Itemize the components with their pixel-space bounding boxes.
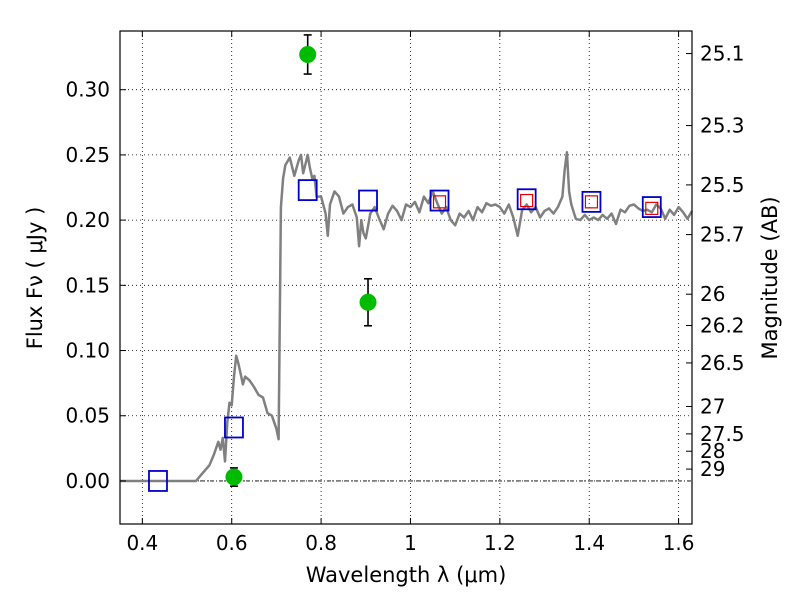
model-flux-square	[297, 179, 318, 202]
x-tick-label: 1.6	[663, 531, 695, 555]
observed-flux-point	[225, 468, 243, 486]
x-tick-label: 0.8	[305, 531, 337, 555]
y2-tick-label: 28	[700, 439, 725, 463]
model-flux-square	[581, 190, 602, 213]
y2-tick-label: 26	[700, 282, 725, 306]
y2-tick-label: 25.3	[700, 114, 745, 138]
y2-tick-label: 26.2	[700, 313, 745, 337]
y-axis-label: Flux Fν ( μJy )	[23, 207, 47, 350]
model-flux-square	[429, 189, 450, 212]
alt-model-flux-square	[645, 201, 659, 215]
observed-flux-point	[359, 293, 377, 311]
axes-frame	[119, 30, 693, 525]
y-tick-label: 0.20	[65, 208, 110, 232]
grid-lines	[120, 31, 692, 524]
x-axis-label: Wavelength λ (μm)	[306, 563, 507, 587]
x-tick-label: 1.4	[573, 531, 605, 555]
alt-model-flux-square	[520, 193, 534, 208]
model-flux-square	[358, 189, 378, 212]
y2-tick-label: 25.7	[700, 223, 745, 247]
model-flux-square	[224, 416, 244, 439]
y-tick-label: 0.30	[65, 78, 110, 102]
x-tick-label: 0.4	[126, 531, 158, 555]
y-tick-label: 0.00	[65, 469, 110, 493]
x-tick-label: 1.2	[484, 531, 516, 555]
y2-tick-label: 27.5	[700, 422, 745, 446]
alt-model-flux-square	[432, 195, 447, 209]
axis-ticks: 0.4 0.6 0.8 1 1.2 1.4 1.6 0.00 0.05 0.10 0.15 0.20 0…	[65, 31, 745, 555]
y-tick-label: 0.15	[65, 273, 110, 297]
x-tick-label: 1	[404, 531, 417, 555]
y2-tick-label: 26.5	[700, 351, 745, 375]
y2-tick-label: 25.5	[700, 173, 745, 197]
x-tick-label: 0.6	[216, 531, 248, 555]
y2-tick-label: 25.1	[700, 42, 745, 66]
y-tick-label: 0.25	[65, 143, 110, 167]
y-tick-label: 0.10	[65, 339, 110, 363]
alt-model-flux-square	[584, 195, 599, 209]
y2-tick-label: 27	[700, 394, 725, 418]
y-tick-label: 0.05	[65, 404, 110, 428]
model-flux-square	[641, 196, 662, 218]
y2-axis-label: Magnitude (AB)	[758, 196, 782, 359]
plot-area	[120, 34, 694, 492]
y2-tick-label: 29	[700, 457, 725, 481]
observed-flux-point	[299, 45, 317, 63]
model-flux-square	[148, 470, 168, 492]
model-flux-square	[516, 188, 537, 211]
model-spectrum-line	[120, 151, 694, 483]
